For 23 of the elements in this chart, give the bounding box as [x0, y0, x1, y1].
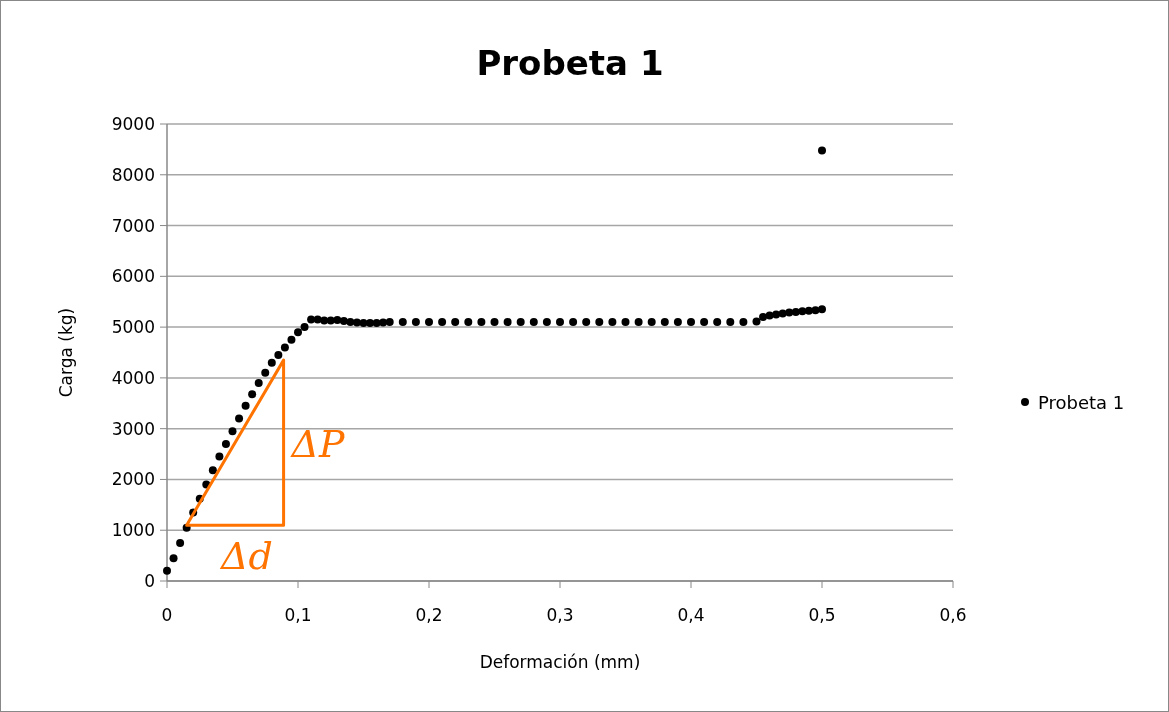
annotation: Δd: [219, 534, 273, 579]
y-tick-label: 3000: [111, 418, 155, 439]
y-tick-label: 5000: [111, 317, 155, 338]
y-tick-label: 4000: [111, 367, 155, 388]
x-tick-label: 0,5: [808, 605, 836, 625]
annotation: ΔP: [289, 421, 347, 466]
x-tick-label: 0,1: [284, 605, 312, 625]
y-tick-label: 8000: [111, 164, 155, 185]
x-axis-title: Deformación (mm): [479, 652, 641, 672]
y-tick-label: 1000: [111, 520, 155, 541]
y-tick-label: 9000: [111, 114, 155, 134]
chart-title: Probeta 1: [476, 43, 664, 83]
y-tick-label: 6000: [111, 266, 155, 287]
legend-label: Probeta 1: [1038, 392, 1125, 413]
y-tick-label: 7000: [111, 215, 155, 236]
x-tick-label: 0,4: [677, 605, 705, 625]
x-tick-label: 0: [161, 605, 173, 625]
y-tick-label: 2000: [111, 469, 155, 490]
x-tick-label: 0,2: [415, 605, 443, 625]
x-tick-label: 0,6: [939, 605, 967, 625]
x-tick-label: 0,3: [546, 605, 574, 625]
y-tick-label: 0: [144, 571, 155, 591]
y-axis-title: Carga (kg): [56, 307, 76, 398]
